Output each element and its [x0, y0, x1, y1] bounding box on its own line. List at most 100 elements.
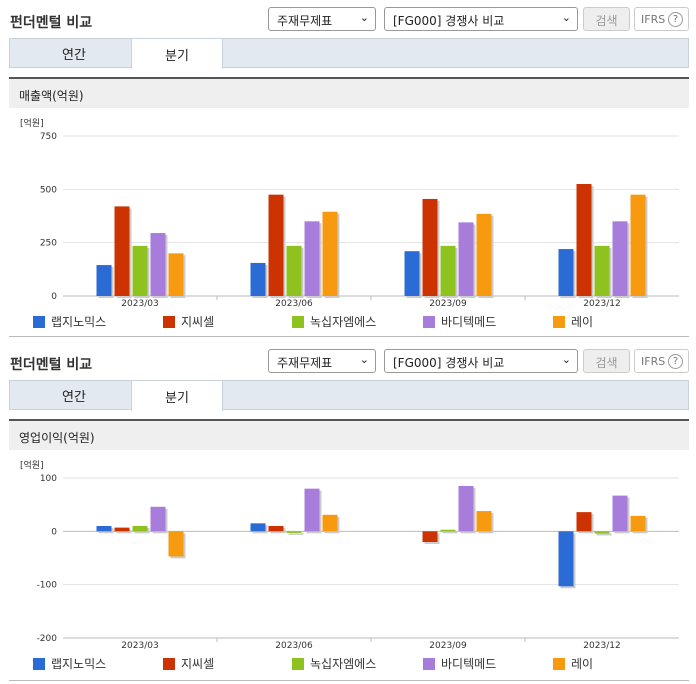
tab-annual[interactable]: 연간 — [62, 390, 86, 405]
legend-item[interactable]: 랩지노믹스 — [33, 313, 106, 330]
bar — [630, 515, 646, 532]
chevron-down-icon: ⌄ — [359, 353, 369, 366]
legend-label: 레이 — [571, 315, 594, 329]
legend-item[interactable]: 지씨셀 — [163, 655, 214, 672]
bar — [250, 262, 266, 296]
y-tick-label: 750 — [40, 132, 57, 142]
y-tick-label: 0 — [51, 527, 57, 537]
bar — [132, 245, 148, 296]
legend-item[interactable]: 레이 — [553, 655, 593, 672]
bar — [168, 253, 184, 296]
peer-group-select-value: [FG000] 경쟁사 비교 — [393, 356, 505, 370]
legend-swatch — [163, 316, 175, 328]
divider — [9, 680, 689, 681]
help-icon[interactable]: ? — [668, 354, 683, 369]
legend-swatch — [292, 316, 304, 328]
legend-item[interactable]: 바디텍메드 — [423, 655, 496, 672]
help-icon[interactable]: ? — [668, 12, 683, 27]
bar — [558, 531, 574, 587]
bar — [114, 206, 130, 296]
period-tabs: 연간 분기 — [9, 38, 689, 69]
bar — [322, 211, 338, 296]
divider — [9, 336, 689, 337]
bar-shadow — [442, 531, 458, 534]
chevron-down-icon: ⌄ — [359, 11, 369, 24]
legend-swatch — [553, 316, 565, 328]
bar — [286, 245, 302, 296]
search-button[interactable]: 검색 — [583, 349, 630, 373]
bar — [558, 249, 574, 296]
bar — [268, 194, 284, 296]
tab-annual[interactable]: 연간 — [62, 48, 86, 63]
legend-label: 랩지노믹스 — [51, 315, 107, 329]
panel-header: 펀더멘털 비교 주재무제표 ⌄ [FG000] 경쟁사 비교 ⌄ 검색 IFRS? — [0, 0, 696, 34]
legend-label: 지씨셀 — [181, 657, 215, 671]
legend-swatch — [292, 658, 304, 670]
legend-item[interactable]: 녹십자엠에스 — [292, 655, 376, 672]
legend-item[interactable]: 바디텍메드 — [423, 313, 496, 330]
x-tick-label: 2023/06 — [275, 641, 313, 651]
peer-group-select[interactable]: [FG000] 경쟁사 비교 ⌄ — [384, 7, 578, 31]
legend-item[interactable]: 레이 — [553, 313, 593, 330]
panel-header: 펀더멘털 비교 주재무제표 ⌄ [FG000] 경쟁사 비교 ⌄ 검색 IFRS? — [0, 342, 696, 376]
chevron-down-icon: ⌄ — [561, 353, 571, 366]
bar — [96, 265, 112, 296]
bar — [476, 511, 492, 532]
bar — [594, 531, 610, 534]
ifrs-button[interactable]: IFRS? — [634, 349, 689, 373]
bar — [268, 526, 284, 532]
bar — [96, 526, 112, 532]
bar — [630, 194, 646, 296]
bar-shadow — [116, 529, 132, 534]
tab-quarterly[interactable]: 분기 — [131, 38, 223, 69]
bar — [304, 488, 320, 532]
legend-item[interactable]: 랩지노믹스 — [33, 655, 106, 672]
chart-subheader: 매출액(억원) — [9, 77, 689, 108]
x-tick-label: 2023/06 — [275, 299, 313, 309]
y-tick-label: 0 — [51, 292, 57, 302]
chevron-down-icon: ⌄ — [561, 11, 571, 24]
statement-select-value: 주재무제표 — [277, 356, 333, 370]
bar — [458, 222, 474, 296]
x-tick-label: 2023/12 — [583, 641, 620, 651]
y-unit-label: [억원] — [20, 117, 44, 129]
bar — [440, 529, 456, 532]
bar — [594, 245, 610, 296]
legend-swatch — [163, 658, 175, 670]
bar — [422, 198, 438, 296]
tab-quarterly[interactable]: 분기 — [131, 380, 223, 411]
y-tick-label: 500 — [40, 185, 57, 195]
statement-select[interactable]: 주재무제표 ⌄ — [268, 7, 376, 31]
legend-label: 바디텍메드 — [441, 657, 497, 671]
panel-title: 펀더멘털 비교 — [10, 357, 93, 373]
legend-swatch — [33, 316, 45, 328]
legend-label: 레이 — [571, 657, 594, 671]
x-tick-label: 2023/12 — [583, 299, 620, 309]
legend-swatch — [553, 658, 565, 670]
x-tick-label: 2023/03 — [121, 299, 158, 309]
panel-operating-profit: 펀더멘털 비교 주재무제표 ⌄ [FG000] 경쟁사 비교 ⌄ 검색 IFRS? … — [0, 342, 696, 684]
period-tabs: 연간 분기 — [9, 380, 689, 411]
bar — [304, 221, 320, 296]
peer-group-select[interactable]: [FG000] 경쟁사 비교 ⌄ — [384, 349, 578, 373]
legend-item[interactable]: 녹십자엠에스 — [292, 313, 376, 330]
chart-legend: 랩지노믹스 지씨셀 녹십자엠에스 바디텍메드 레이 — [0, 655, 696, 673]
ifrs-button[interactable]: IFRS? — [634, 7, 689, 31]
search-button[interactable]: 검색 — [583, 7, 630, 31]
statement-select-value: 주재무제표 — [277, 14, 333, 28]
operating-profit-chart: [억원] 100 0 -100 -200 2023/03 2023/06 2023/09 202… — [20, 459, 679, 651]
statement-select[interactable]: 주재무제표 ⌄ — [268, 349, 376, 373]
legend-label: 바디텍메드 — [441, 315, 497, 329]
bar — [612, 495, 628, 532]
x-tick-label: 2023/09 — [429, 299, 467, 309]
chart-subheader: 영업이익(억원) — [9, 419, 689, 450]
x-tick-label: 2023/09 — [429, 641, 467, 651]
bar — [150, 233, 166, 296]
bar — [576, 184, 592, 296]
bar — [422, 531, 438, 542]
legend-item[interactable]: 지씨셀 — [163, 313, 214, 330]
bar-shadow — [288, 533, 304, 535]
legend-label: 랩지노믹스 — [51, 657, 107, 671]
ifrs-label: IFRS — [641, 355, 666, 368]
bar — [458, 486, 474, 532]
